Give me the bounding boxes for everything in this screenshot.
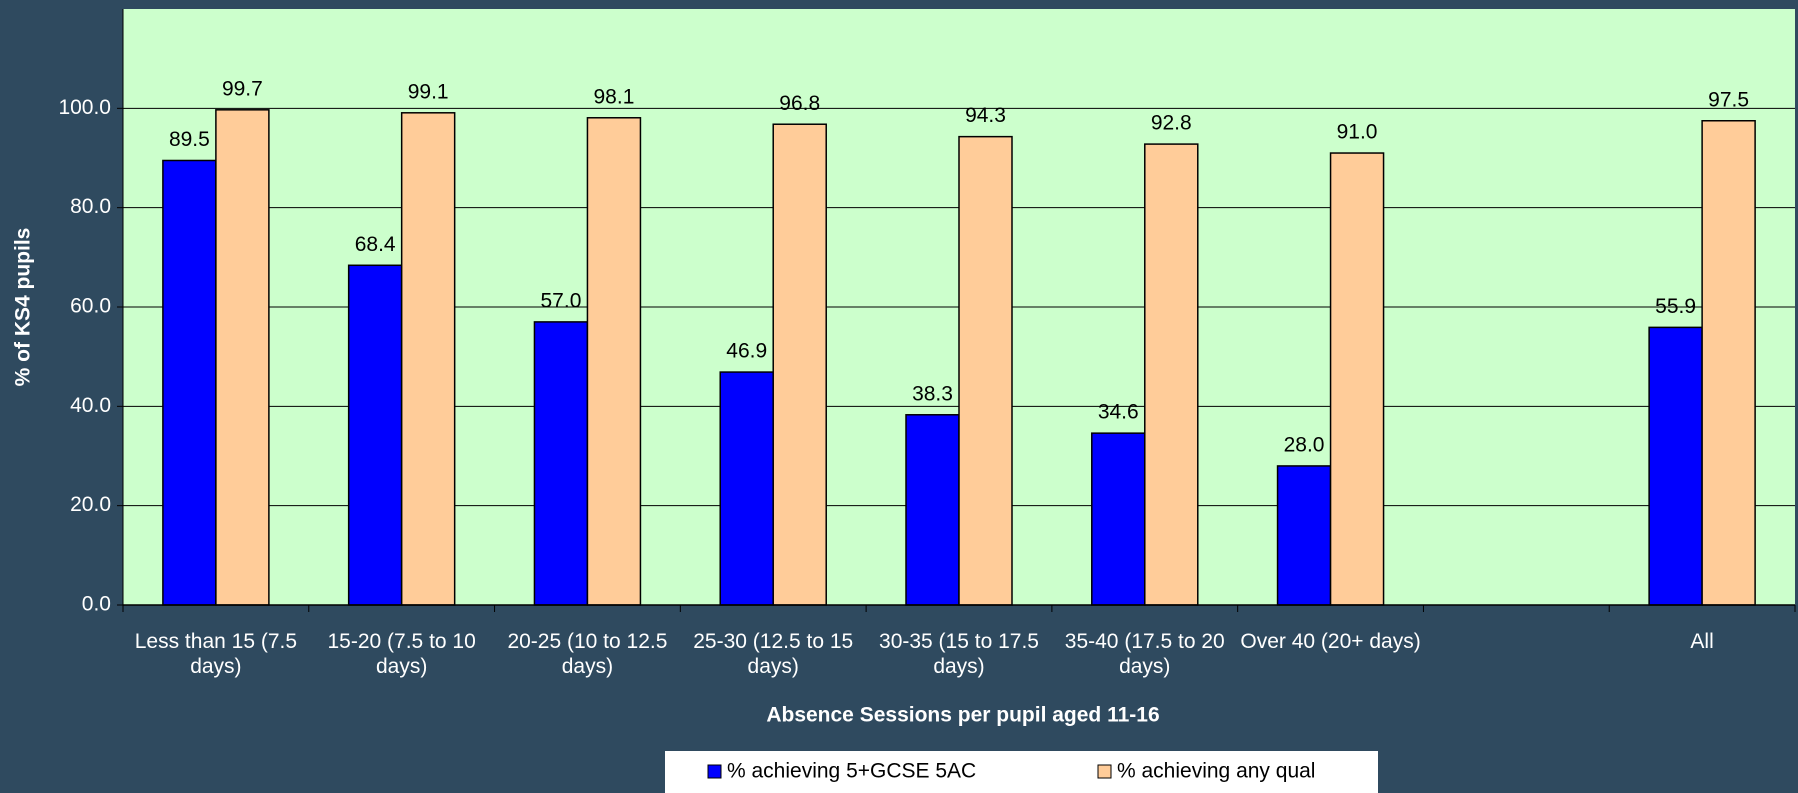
y-tick-label: 100.0 [58, 96, 111, 119]
x-tick-label: 35-40 (17.5 to 20 days) [1064, 630, 1225, 678]
bar [1648, 326, 1703, 606]
bar [586, 117, 642, 606]
bar [1144, 143, 1199, 606]
bar [1091, 432, 1146, 606]
y-tick-label: 20.0 [70, 493, 111, 516]
bar [162, 159, 217, 606]
data-label: 98.1 [594, 85, 635, 108]
bar [772, 123, 827, 606]
data-label: 46.9 [726, 340, 767, 363]
x-tick-label: Over 40 (20+ days) [1240, 630, 1421, 653]
data-label: 92.8 [1151, 112, 1192, 135]
data-label: 28.0 [1284, 433, 1325, 456]
bar [400, 112, 456, 606]
data-label: 91.0 [1337, 121, 1378, 144]
y-tick-label: 60.0 [70, 295, 111, 318]
legend [665, 751, 1378, 793]
data-label: 99.7 [222, 77, 263, 100]
bar [215, 109, 270, 606]
x-tick-label: 25-30 (12.5 to 15 days) [693, 630, 854, 678]
x-tick-label: 30-35 (15 to 17.5 days) [879, 630, 1039, 678]
data-label: 89.5 [169, 128, 210, 151]
y-tick-label: 40.0 [70, 394, 111, 417]
y-tick-label: 0.0 [82, 593, 111, 616]
bar [347, 264, 403, 606]
x-tick-label: All [1690, 630, 1714, 653]
legend-label: % achieving any qual [1117, 760, 1315, 783]
x-tick-label: 20-25 (10 to 12.5 days) [507, 630, 668, 678]
x-tick-label: 15-20 (7.5 to 10 days) [327, 630, 476, 678]
y-tick-label: 80.0 [70, 195, 111, 218]
bar [905, 414, 960, 606]
y-axis-title: % of KS4 pupils [12, 228, 35, 387]
data-label: 68.4 [355, 233, 396, 256]
bar [533, 321, 589, 606]
legend-label: % achieving 5+GCSE 5AC [727, 760, 976, 783]
bar [1701, 120, 1756, 606]
x-axis-title: Absence Sessions per pupil aged 11-16 [766, 704, 1159, 727]
data-label: 94.3 [965, 104, 1006, 127]
data-label: 34.6 [1098, 401, 1139, 424]
legend-swatch [1097, 764, 1112, 779]
data-label: 57.0 [541, 289, 582, 312]
data-label: 96.8 [779, 92, 820, 115]
bar [719, 371, 774, 606]
data-label: 38.3 [912, 382, 953, 405]
bar [1276, 465, 1332, 606]
bar [1329, 152, 1385, 606]
x-tick-label: Less than 15 (7.5 days) [134, 630, 298, 678]
data-label: 99.1 [408, 80, 449, 103]
legend-swatch [707, 764, 722, 779]
data-label: 97.5 [1708, 88, 1749, 111]
data-label: 55.9 [1655, 295, 1696, 318]
bar [958, 135, 1013, 606]
